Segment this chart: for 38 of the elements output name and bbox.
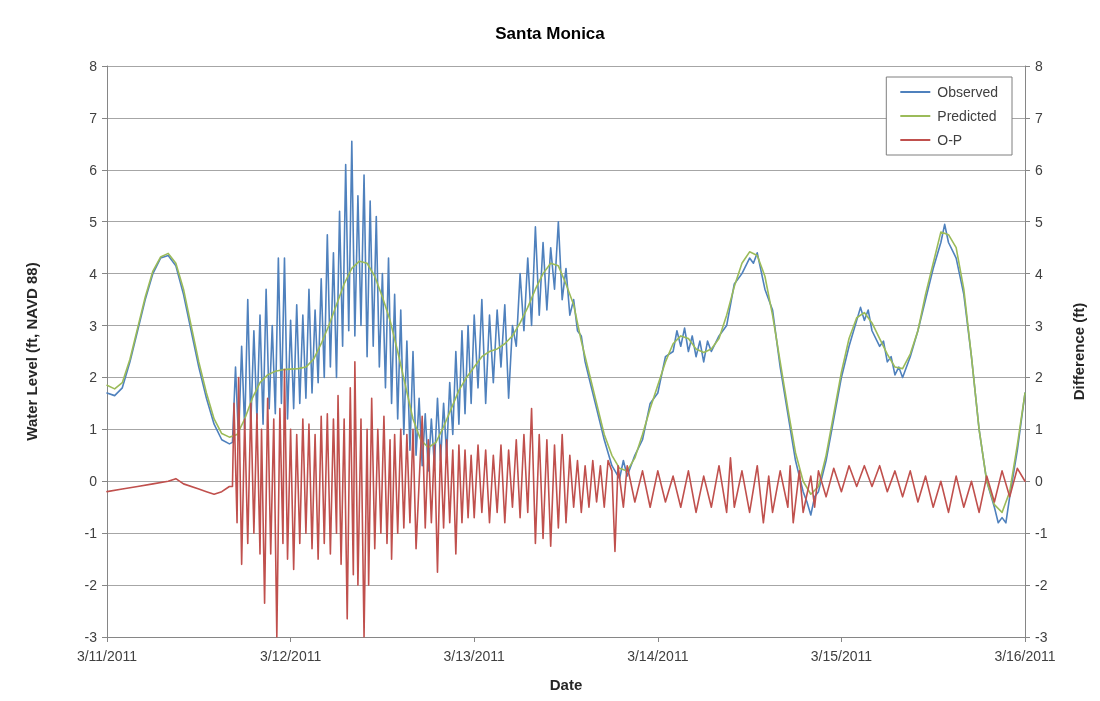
y-tick-label: 8 bbox=[89, 58, 98, 74]
legend-label: Predicted bbox=[937, 108, 997, 124]
y2-tick-label: 2 bbox=[1035, 369, 1043, 386]
x-tick-label: 3/13/2011 bbox=[443, 648, 506, 664]
y-tick-label: 6 bbox=[89, 161, 98, 178]
y-tick-label: 3 bbox=[89, 317, 98, 334]
y-axis-title: Water Level (ft, NAVD 88) bbox=[23, 262, 40, 441]
y-tick-label: -2 bbox=[84, 577, 98, 594]
y-tick-label: 1 bbox=[89, 421, 98, 438]
y2-tick-label: 3 bbox=[1035, 317, 1043, 334]
y-tick-label: 2 bbox=[89, 369, 98, 386]
y2-tick-label: 6 bbox=[1035, 161, 1043, 178]
y2-tick-label: 0 bbox=[1035, 473, 1043, 490]
y2-tick-label: -2 bbox=[1035, 577, 1048, 594]
x-tick-label: 3/12/2011 bbox=[259, 648, 322, 664]
x-axis-title: Date bbox=[549, 676, 583, 693]
y-tick-label: 5 bbox=[89, 213, 98, 230]
chart-title: Santa Monica bbox=[495, 24, 606, 43]
y-tick-label: 0 bbox=[89, 473, 98, 490]
y2-tick-label: 8 bbox=[1035, 58, 1043, 74]
y-tick-label: -1 bbox=[84, 525, 98, 542]
y2-tick-label: 4 bbox=[1035, 265, 1043, 282]
legend-label: O-P bbox=[937, 132, 963, 148]
y2-tick-label: -3 bbox=[1035, 629, 1048, 645]
x-tick-label: 3/16/2011 bbox=[994, 648, 1056, 664]
x-tick-label: 3/11/2011 bbox=[76, 648, 138, 664]
y2-axis-title: Difference (ft) bbox=[1070, 302, 1087, 401]
y-tick-label: -3 bbox=[84, 629, 98, 645]
y-tick-label: 7 bbox=[89, 109, 98, 126]
legend-label: Observed bbox=[937, 84, 999, 100]
line-series bbox=[106, 231, 1026, 514]
y2-tick-label: 5 bbox=[1035, 213, 1043, 230]
x-tick-label: 3/14/2011 bbox=[627, 648, 689, 664]
x-tick-label: 3/15/2011 bbox=[810, 648, 873, 664]
y-tick-label: 4 bbox=[89, 265, 98, 282]
y2-tick-label: 1 bbox=[1035, 421, 1043, 438]
y2-tick-label: -1 bbox=[1035, 525, 1048, 542]
y2-tick-label: 7 bbox=[1035, 109, 1043, 126]
